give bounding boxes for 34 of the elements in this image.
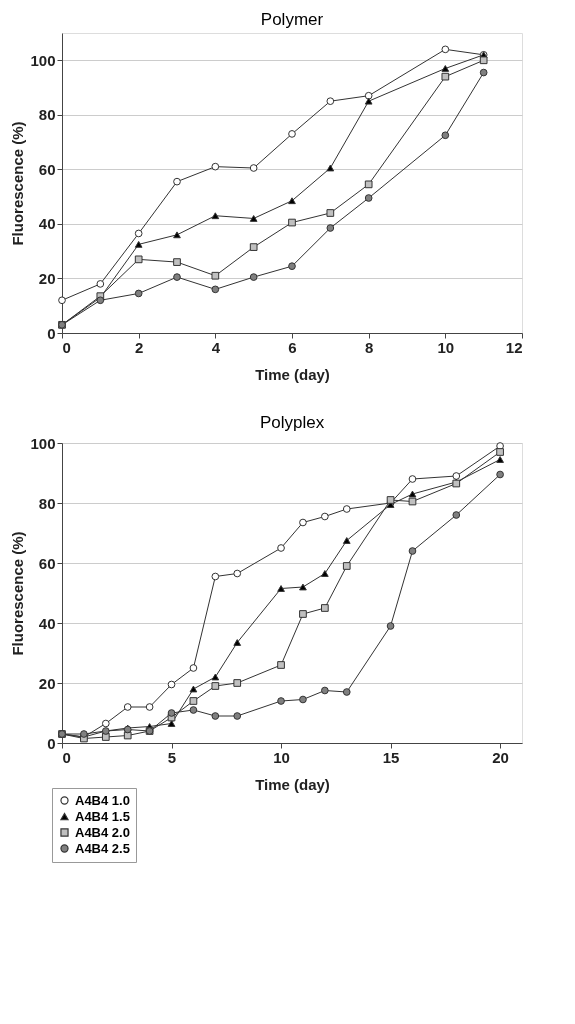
- y-tick-label: 20: [38, 674, 56, 692]
- y-tick-label: 0: [47, 324, 56, 342]
- y-tick-label: 80: [38, 494, 56, 512]
- legend-label: A4B4 2.5: [75, 840, 130, 856]
- x-tick-label: 6: [288, 338, 297, 356]
- x-tick-label: 0: [62, 748, 71, 766]
- x-tick-label: 0: [62, 338, 71, 356]
- x-tick-label: 20: [492, 748, 509, 766]
- y-axis-title: Fluorescence (%): [9, 121, 27, 246]
- x-tick-label: 2: [134, 338, 144, 356]
- x-axis-title: Time (day): [255, 775, 330, 793]
- x-tick-label: 10: [437, 338, 455, 356]
- x-tick-label: 5: [167, 748, 177, 766]
- chart-title: Polymer: [260, 10, 324, 29]
- legend-label: A4B4 1.0: [75, 792, 130, 808]
- legend-label: A4B4 2.0: [75, 824, 130, 840]
- y-tick-label: 20: [38, 269, 56, 287]
- x-tick-label: 12: [505, 338, 523, 356]
- y-tick-label: 0: [47, 734, 56, 752]
- x-tick-label: 15: [382, 748, 400, 766]
- chart-title: Polyplex: [259, 413, 325, 432]
- x-axis-title: Time (day): [255, 365, 330, 383]
- y-tick-label: 60: [38, 554, 56, 572]
- y-tick-label: 100: [30, 51, 56, 69]
- y-tick-label: 60: [38, 160, 56, 178]
- x-tick-label: 8: [364, 338, 374, 356]
- y-tick-label: 80: [38, 106, 56, 124]
- x-tick-label: 10: [273, 748, 290, 766]
- y-tick-label: 40: [38, 614, 56, 632]
- y-tick-label: 100: [30, 434, 56, 452]
- x-tick-label: 4: [211, 338, 221, 356]
- legend-label: A4B4 1.5: [75, 808, 130, 824]
- y-axis-title: Fluorescence (%): [9, 531, 27, 656]
- y-tick-label: 40: [38, 215, 56, 233]
